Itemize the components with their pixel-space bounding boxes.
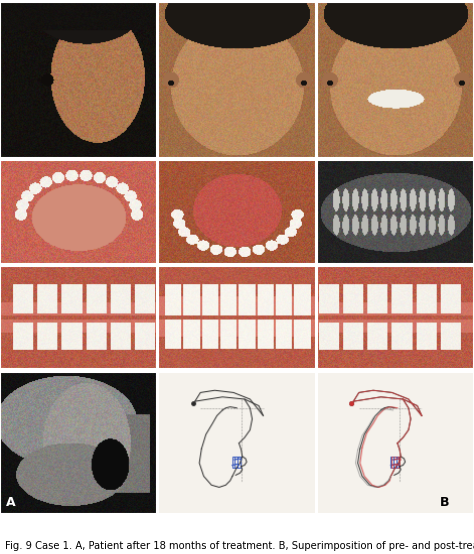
Text: A: A xyxy=(6,496,16,509)
Text: B: B xyxy=(439,496,449,509)
Text: Fig. 9 Case 1. A, Patient after 18 months of treatment. B, Superimposition of pr: Fig. 9 Case 1. A, Patient after 18 month… xyxy=(5,541,474,551)
